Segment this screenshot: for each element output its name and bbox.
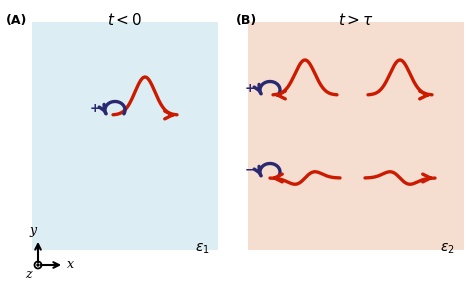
Text: (A): (A) xyxy=(6,14,27,27)
Text: +: + xyxy=(90,102,100,114)
Bar xyxy=(32,22,218,250)
Text: +: + xyxy=(245,81,255,95)
Text: $t > \tau$: $t > \tau$ xyxy=(338,12,374,28)
Text: $\varepsilon_1$: $\varepsilon_1$ xyxy=(195,242,210,256)
Text: (B): (B) xyxy=(236,14,257,27)
Circle shape xyxy=(37,264,39,266)
Text: −: − xyxy=(245,164,255,177)
Text: $\varepsilon_2$: $\varepsilon_2$ xyxy=(440,242,455,256)
Text: x: x xyxy=(67,258,74,272)
Text: $t < 0$: $t < 0$ xyxy=(107,12,143,28)
Bar xyxy=(248,22,464,250)
Text: z: z xyxy=(25,269,31,281)
Text: y: y xyxy=(29,224,36,237)
